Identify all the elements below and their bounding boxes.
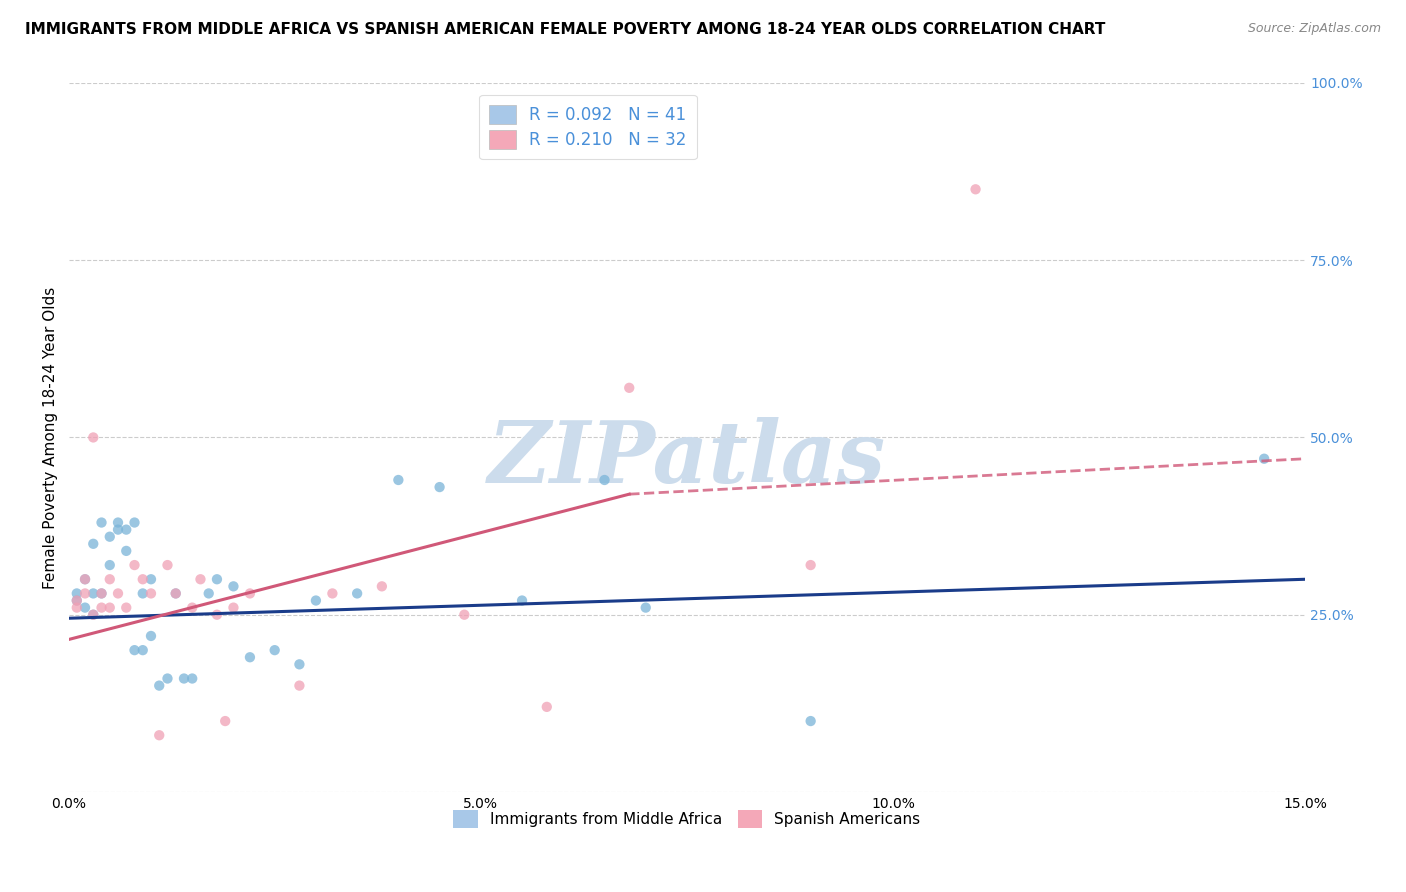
- Point: [346, 586, 368, 600]
- Point: [387, 473, 409, 487]
- Point: [263, 643, 285, 657]
- Point: [139, 586, 162, 600]
- Text: IMMIGRANTS FROM MIDDLE AFRICA VS SPANISH AMERICAN FEMALE POVERTY AMONG 18-24 YEA: IMMIGRANTS FROM MIDDLE AFRICA VS SPANISH…: [25, 22, 1105, 37]
- Point: [98, 600, 121, 615]
- Point: [165, 586, 187, 600]
- Point: [634, 600, 657, 615]
- Point: [965, 182, 987, 196]
- Point: [214, 714, 236, 728]
- Point: [429, 480, 451, 494]
- Point: [107, 523, 129, 537]
- Point: [90, 586, 112, 600]
- Point: [619, 381, 641, 395]
- Point: [82, 430, 104, 444]
- Point: [148, 728, 170, 742]
- Point: [165, 586, 187, 600]
- Point: [156, 558, 179, 572]
- Point: [90, 586, 112, 600]
- Point: [510, 593, 533, 607]
- Point: [222, 600, 245, 615]
- Point: [82, 586, 104, 600]
- Point: [239, 650, 262, 665]
- Point: [1253, 451, 1275, 466]
- Point: [190, 572, 212, 586]
- Point: [173, 672, 195, 686]
- Point: [222, 579, 245, 593]
- Point: [115, 523, 138, 537]
- Point: [90, 600, 112, 615]
- Point: [82, 537, 104, 551]
- Point: [181, 600, 204, 615]
- Point: [73, 586, 96, 600]
- Y-axis label: Female Poverty Among 18-24 Year Olds: Female Poverty Among 18-24 Year Olds: [44, 286, 58, 589]
- Point: [305, 593, 328, 607]
- Point: [73, 600, 96, 615]
- Point: [98, 530, 121, 544]
- Point: [321, 586, 343, 600]
- Point: [205, 572, 228, 586]
- Point: [82, 607, 104, 622]
- Point: [66, 593, 89, 607]
- Point: [82, 607, 104, 622]
- Point: [73, 572, 96, 586]
- Point: [139, 629, 162, 643]
- Point: [181, 672, 204, 686]
- Point: [139, 572, 162, 586]
- Point: [66, 586, 89, 600]
- Point: [124, 558, 146, 572]
- Text: ZIPatlas: ZIPatlas: [488, 417, 886, 500]
- Point: [98, 558, 121, 572]
- Point: [73, 572, 96, 586]
- Text: Source: ZipAtlas.com: Source: ZipAtlas.com: [1247, 22, 1381, 36]
- Point: [593, 473, 616, 487]
- Point: [107, 586, 129, 600]
- Point: [288, 657, 311, 672]
- Point: [453, 607, 475, 622]
- Point: [66, 593, 89, 607]
- Point: [148, 679, 170, 693]
- Point: [205, 607, 228, 622]
- Point: [800, 714, 823, 728]
- Point: [115, 544, 138, 558]
- Point: [132, 586, 155, 600]
- Point: [371, 579, 394, 593]
- Point: [98, 572, 121, 586]
- Point: [132, 572, 155, 586]
- Point: [288, 679, 311, 693]
- Point: [239, 586, 262, 600]
- Point: [124, 643, 146, 657]
- Point: [132, 643, 155, 657]
- Point: [800, 558, 823, 572]
- Point: [536, 699, 558, 714]
- Legend: Immigrants from Middle Africa, Spanish Americans: Immigrants from Middle Africa, Spanish A…: [447, 804, 927, 834]
- Point: [124, 516, 146, 530]
- Point: [156, 672, 179, 686]
- Point: [66, 600, 89, 615]
- Point: [107, 516, 129, 530]
- Point: [197, 586, 219, 600]
- Point: [90, 516, 112, 530]
- Point: [115, 600, 138, 615]
